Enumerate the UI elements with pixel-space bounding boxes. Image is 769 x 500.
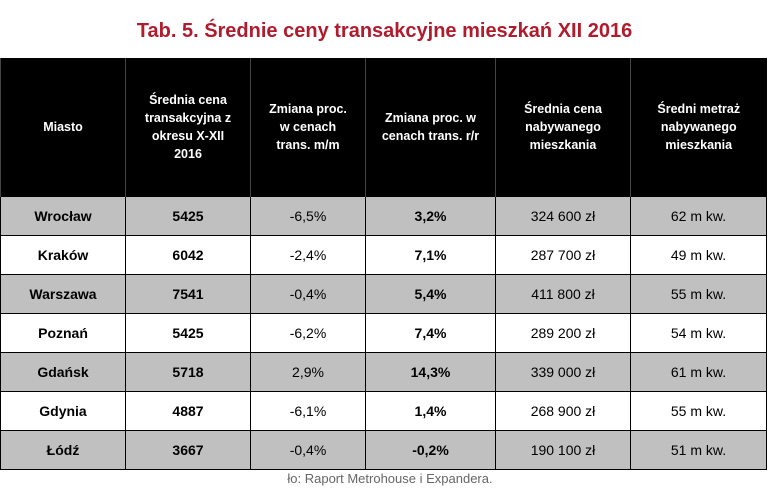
column-header: Zmiana proc. w cenach trans. r/r (365, 58, 496, 197)
table-cell: 3,2% (365, 196, 496, 236)
table-cell: 190 100 zł (495, 430, 631, 470)
table-cell: 1,4% (365, 391, 496, 431)
table-cell: Łódź (0, 430, 126, 470)
price-table: Miasto Średnia cena transakcyjna z okresu… (0, 58, 767, 470)
column-header: Miasto (0, 58, 126, 197)
table-row: Wrocław 5425 -6,5% 3,2% 324 600 zł 62 m kw. (0, 196, 767, 236)
table-cell: 55 m kw. (630, 391, 767, 431)
table-cell: Kraków (0, 235, 126, 275)
table-cell: -0,4% (250, 430, 366, 470)
table-cell: 339 000 zł (495, 352, 631, 392)
column-header: Średnia cena nabywanego mieszkania (495, 58, 631, 197)
table-title: Tab. 5. Średnie ceny transakcyjne mieszk… (136, 20, 633, 42)
table-cell: -0,2% (365, 430, 496, 470)
table-cell: 51 m kw. (630, 430, 767, 470)
table-row: Warszawa 7541 -0,4% 5,4% 411 800 zł 55 m kw. (0, 274, 767, 314)
table-row: Kraków 6042 -2,4% 7,1% 287 700 zł 49 m kw. (0, 235, 767, 275)
table-cell: 289 200 zł (495, 313, 631, 353)
table-cell: 7,4% (365, 313, 496, 353)
table-cell: Poznań (0, 313, 126, 353)
table-cell: 5425 (125, 313, 251, 353)
table-cell: Wrocław (0, 196, 126, 236)
table-cell: 61 m kw. (630, 352, 767, 392)
table-row: Poznań 5425 -6,2% 7,4% 289 200 zł 54 m kw. (0, 313, 767, 353)
table-cell: 55 m kw. (630, 274, 767, 314)
column-header: Zmiana proc. w cenach trans. m/m (250, 58, 366, 197)
table-cell: 5,4% (365, 274, 496, 314)
column-header: Średni metraż nabywanego mieszkania (630, 58, 767, 197)
table-row: Gdańsk 5718 2,9% 14,3% 339 000 zł 61 m kw. (0, 352, 767, 392)
column-header: Średnia cena transakcyjna z okresu X-XII… (125, 58, 251, 197)
table-cell: 5425 (125, 196, 251, 236)
table-cell: 54 m kw. (630, 313, 767, 353)
table-cell: 4887 (125, 391, 251, 431)
table-cell: 7,1% (365, 235, 496, 275)
table-cell: -6,1% (250, 391, 366, 431)
table-cell: 287 700 zł (495, 235, 631, 275)
table-cell: -2,4% (250, 235, 366, 275)
table-cell: 5718 (125, 352, 251, 392)
source-note: ło: Raport Metrohouse i Expandera. (287, 471, 493, 486)
table-cell: 6042 (125, 235, 251, 275)
table-cell: 49 m kw. (630, 235, 767, 275)
table-cell: 3667 (125, 430, 251, 470)
table-cell: -0,4% (250, 274, 366, 314)
table-cell: Gdynia (0, 391, 126, 431)
table-cell: Warszawa (0, 274, 126, 314)
table-cell: 268 900 zł (495, 391, 631, 431)
table-row: Gdynia 4887 -6,1% 1,4% 268 900 zł 55 m kw. (0, 391, 767, 431)
table-cell: -6,5% (250, 196, 366, 236)
table-cell: Gdańsk (0, 352, 126, 392)
table-cell: 7541 (125, 274, 251, 314)
header-row: Miasto Średnia cena transakcyjna z okresu… (0, 58, 767, 197)
table-cell: 62 m kw. (630, 196, 767, 236)
table-cell: 324 600 zł (495, 196, 631, 236)
table-cell: 411 800 zł (495, 274, 631, 314)
table-body: Wrocław 5425 -6,5% 3,2% 324 600 zł 62 m kw. Kr… (0, 196, 767, 470)
table-cell: 2,9% (250, 352, 366, 392)
table-cell: 14,3% (365, 352, 496, 392)
table-row: Łódź 3667 -0,4% -0,2% 190 100 zł 51 m kw. (0, 430, 767, 470)
table-cell: -6,2% (250, 313, 366, 353)
